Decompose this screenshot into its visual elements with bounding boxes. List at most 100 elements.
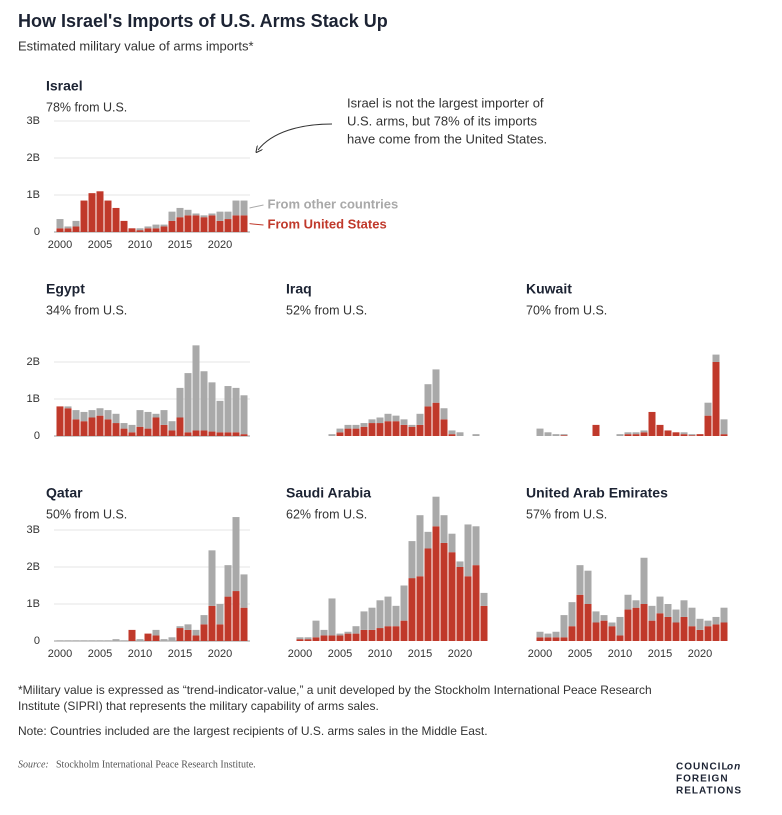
bar-segment bbox=[360, 629, 368, 641]
bar-segment bbox=[568, 602, 576, 627]
bar-segment bbox=[616, 434, 624, 436]
bar-segment bbox=[136, 410, 144, 427]
bar-segment bbox=[392, 605, 400, 627]
bar-segment bbox=[152, 224, 160, 229]
bar-segment bbox=[392, 415, 400, 422]
x-tick-label: 2015 bbox=[408, 648, 432, 660]
bar-segment bbox=[240, 215, 248, 232]
bar-segment bbox=[544, 633, 552, 638]
bar-segment bbox=[232, 215, 240, 232]
bar-segment bbox=[64, 406, 72, 409]
bar-segment bbox=[216, 220, 224, 232]
bar-segment bbox=[136, 228, 144, 231]
bar-segment bbox=[648, 620, 656, 641]
bar-segment bbox=[64, 640, 72, 641]
bar-segment bbox=[360, 423, 368, 427]
bar-segment bbox=[224, 596, 232, 641]
bar-segment bbox=[368, 423, 376, 436]
chart-subtitle: 34% from U.S. bbox=[46, 303, 127, 317]
bar-segment bbox=[112, 423, 120, 436]
source: Stockholm International Peace Research I… bbox=[56, 759, 256, 770]
bar-segment bbox=[176, 207, 184, 218]
bar-segment bbox=[376, 423, 384, 436]
bar-segment bbox=[560, 434, 568, 436]
bar-segment bbox=[672, 609, 680, 623]
bar-segment bbox=[120, 428, 128, 436]
bar-segment bbox=[408, 541, 416, 579]
bar-segment bbox=[368, 629, 376, 641]
y-tick-label: 0 bbox=[34, 635, 40, 647]
bar-segment bbox=[392, 626, 400, 641]
bar-segment bbox=[696, 434, 704, 436]
bar-segment bbox=[120, 220, 128, 232]
bar-segment bbox=[360, 611, 368, 630]
y-tick-label: 2B bbox=[27, 561, 40, 573]
bar-segment bbox=[72, 640, 80, 641]
bar-segment bbox=[192, 215, 200, 232]
y-tick-label: 2B bbox=[27, 356, 40, 368]
bar-segment bbox=[656, 596, 664, 614]
bar-segment bbox=[376, 628, 384, 641]
legend-label: From other countries bbox=[268, 196, 399, 211]
bar-segment bbox=[456, 561, 464, 567]
chart-subtitle: 57% from U.S. bbox=[526, 507, 607, 521]
bar-segment bbox=[352, 626, 360, 634]
bar-segment bbox=[640, 604, 648, 641]
x-tick-label: 2000 bbox=[288, 648, 312, 660]
bar-segment bbox=[88, 193, 96, 232]
bar-segment bbox=[192, 635, 200, 641]
bar-segment bbox=[400, 620, 408, 641]
bar-segment bbox=[688, 434, 696, 436]
logo: FOREIGN bbox=[676, 774, 729, 785]
bar-segment bbox=[184, 624, 192, 630]
bar-segment bbox=[192, 345, 200, 431]
chart-title: Egypt bbox=[46, 281, 85, 297]
bar-segment bbox=[144, 226, 152, 229]
x-tick-label: 2020 bbox=[688, 648, 712, 660]
bar-segment bbox=[352, 633, 360, 641]
bar-segment bbox=[704, 626, 712, 641]
bar-segment bbox=[184, 373, 192, 433]
bar-segment bbox=[120, 640, 128, 641]
bar-segment bbox=[704, 402, 712, 416]
bar-segment bbox=[680, 600, 688, 617]
bar-segment bbox=[672, 622, 680, 641]
legend-connector bbox=[249, 223, 264, 226]
bar-segment bbox=[416, 576, 424, 641]
x-tick-label: 2000 bbox=[48, 239, 72, 251]
bar-segment bbox=[208, 431, 216, 436]
bar-segment bbox=[592, 622, 600, 641]
bar-segment bbox=[304, 637, 312, 640]
legend-connector bbox=[249, 204, 264, 209]
bar-segment bbox=[712, 624, 720, 641]
chart-title: Saudi Arabia bbox=[286, 485, 371, 501]
bar-segment bbox=[88, 417, 96, 436]
bar-segment bbox=[224, 432, 232, 436]
bar-segment bbox=[336, 428, 344, 433]
bar-segment bbox=[128, 424, 136, 433]
bar-segment bbox=[328, 598, 336, 636]
bar-segment bbox=[72, 226, 80, 232]
bar-segment bbox=[224, 565, 232, 597]
bar-segment bbox=[176, 417, 184, 436]
bar-segment bbox=[688, 626, 696, 641]
bar-segment bbox=[168, 430, 176, 436]
bar-segment bbox=[672, 432, 680, 436]
bar-segment bbox=[536, 637, 544, 641]
bar-segment bbox=[144, 411, 152, 429]
bar-segment bbox=[720, 434, 728, 436]
x-tick-label: 2020 bbox=[208, 239, 232, 251]
x-tick-label: 2010 bbox=[128, 648, 152, 660]
chart-subtitle: 50% from U.S. bbox=[46, 507, 127, 521]
bar-segment bbox=[184, 209, 192, 216]
bar-segment bbox=[152, 629, 160, 636]
y-tick-label: 1B bbox=[27, 189, 40, 201]
bar-segment bbox=[544, 432, 552, 436]
bar-segment bbox=[360, 426, 368, 436]
bar-segment bbox=[624, 594, 632, 610]
chart-title: Israel bbox=[46, 78, 83, 94]
bar-segment bbox=[208, 213, 216, 216]
bar-segment bbox=[160, 424, 168, 436]
bar-segment bbox=[552, 637, 560, 641]
bar-segment bbox=[72, 410, 80, 420]
